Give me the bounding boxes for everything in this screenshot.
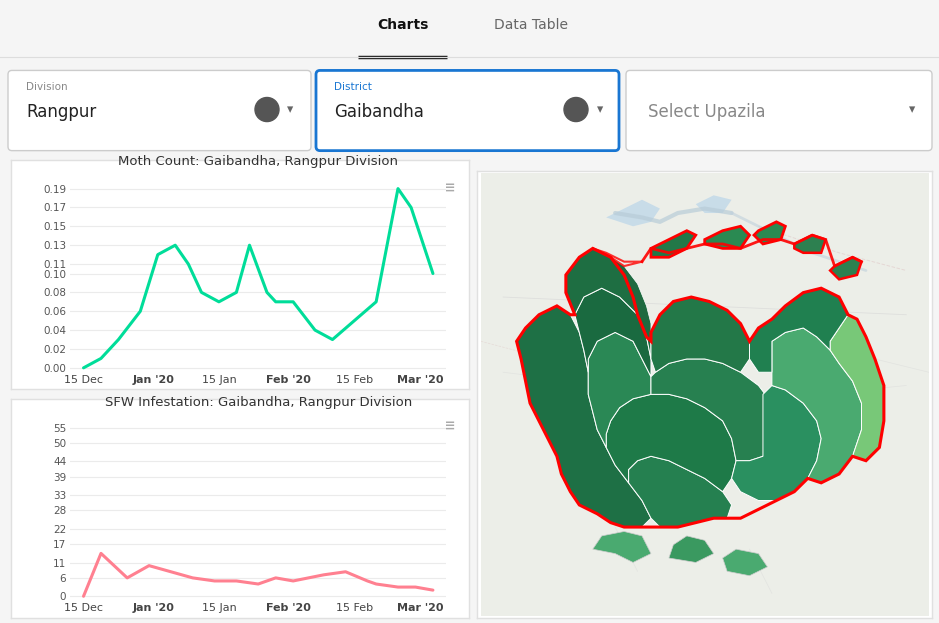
FancyBboxPatch shape [316,70,619,151]
Polygon shape [794,235,825,253]
Polygon shape [607,394,736,492]
Polygon shape [754,222,785,244]
Polygon shape [651,297,749,372]
Title: Moth Count: Gaibandha, Rangpur Division: Moth Count: Gaibandha, Rangpur Division [118,155,398,168]
Polygon shape [566,249,651,359]
Text: Gaibandha: Gaibandha [334,103,423,120]
Text: ≡: ≡ [439,178,454,196]
Text: ≡: ≡ [439,416,454,434]
Text: ▾: ▾ [287,103,293,116]
Text: District: District [334,82,372,92]
Polygon shape [607,200,660,226]
Text: ▾: ▾ [909,103,916,116]
Polygon shape [610,257,651,341]
Polygon shape [830,257,861,279]
Circle shape [564,97,588,121]
Polygon shape [772,328,861,483]
Polygon shape [516,306,651,527]
Text: Select Upazila: Select Upazila [648,103,765,120]
Text: ▾: ▾ [597,103,603,116]
Polygon shape [575,288,651,377]
Polygon shape [651,231,696,257]
Text: ✕: ✕ [571,105,580,115]
Polygon shape [669,536,714,563]
Polygon shape [830,315,884,461]
FancyBboxPatch shape [626,70,932,151]
Text: Division: Division [26,82,68,92]
Polygon shape [696,196,731,213]
Polygon shape [704,226,749,249]
Polygon shape [588,333,651,447]
Text: Data Table: Data Table [494,18,568,32]
Text: ✕: ✕ [262,105,271,115]
Text: Rangpur: Rangpur [26,103,97,120]
Polygon shape [731,386,822,500]
Polygon shape [723,549,767,576]
Polygon shape [749,288,848,372]
Polygon shape [628,456,731,527]
FancyBboxPatch shape [8,70,311,151]
Title: SFW Infestation: Gaibandha, Rangpur Division: SFW Infestation: Gaibandha, Rangpur Divi… [104,396,412,409]
Polygon shape [651,359,777,461]
Polygon shape [593,531,651,563]
Circle shape [255,97,279,121]
Text: Charts: Charts [377,18,429,32]
